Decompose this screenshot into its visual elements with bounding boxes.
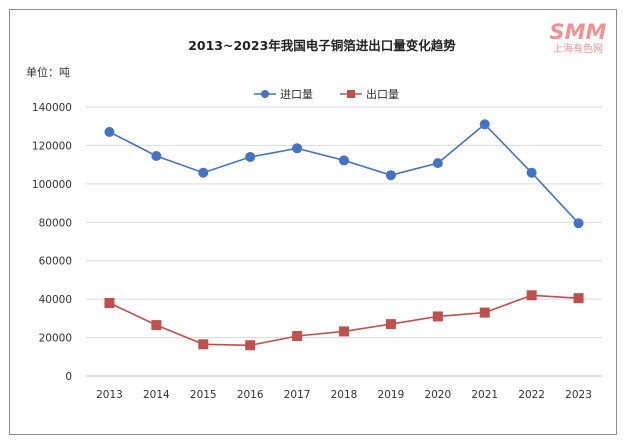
data-point — [245, 340, 256, 351]
data-point — [479, 307, 490, 318]
x-tick-label: 2015 — [190, 389, 217, 401]
x-tick-label: 2023 — [565, 389, 592, 401]
data-point — [151, 150, 162, 161]
y-tick-label: 140000 — [32, 102, 72, 114]
data-point — [151, 320, 162, 331]
data-point — [526, 290, 537, 301]
data-point — [479, 119, 490, 130]
legend-marker — [347, 90, 355, 98]
y-tick-label: 20000 — [39, 333, 72, 345]
data-point — [292, 331, 303, 342]
x-tick-label: 2021 — [471, 389, 498, 401]
series-line — [109, 123, 580, 224]
data-point — [432, 158, 443, 169]
chart-frame: 2013~2023年我国电子铜箔进出口量变化趋势 单位：吨 进口量 出口量 0 20… — [9, 9, 617, 435]
data-point — [245, 151, 256, 162]
data-point — [339, 155, 349, 166]
x-tick-label: 2019 — [378, 389, 405, 401]
chart-title: 2013~2023年我国电子铜箔进出口量变化趋势 — [188, 38, 456, 53]
y-tick-label: 40000 — [39, 294, 72, 306]
data-point — [339, 326, 349, 337]
x-tick-label: 2017 — [284, 389, 311, 401]
y-axis-ticks: 0 20000 40000 60000 80000 100000 120000 140000 — [32, 102, 72, 383]
data-point — [198, 339, 209, 350]
y-tick-label: 0 — [65, 371, 72, 383]
y-axis-unit-label: 单位：吨 — [26, 65, 70, 79]
data-point — [104, 126, 115, 137]
watermark-text: 上海有色网 — [553, 42, 603, 55]
chart-svg: 2013~2023年我国电子铜箔进出口量变化趋势 单位：吨 进口量 出口量 0 20… — [26, 20, 607, 401]
x-tick-label: 2013 — [96, 389, 123, 401]
data-point — [385, 170, 396, 181]
x-tick-label: 2016 — [237, 389, 264, 401]
y-tick-label: 60000 — [39, 256, 72, 268]
data-point — [573, 293, 584, 304]
data-point — [104, 297, 115, 308]
y-tick-label: 100000 — [32, 179, 72, 191]
legend-marker — [261, 90, 269, 98]
data-point — [526, 167, 537, 178]
y-tick-label: 80000 — [39, 217, 72, 229]
legend-label: 进口量 — [280, 88, 313, 101]
data-point — [385, 319, 396, 330]
legend-label: 出口量 — [366, 87, 399, 101]
gridlines — [86, 106, 602, 377]
x-tick-label: 2020 — [424, 389, 451, 401]
x-tick-label: 2014 — [143, 389, 170, 401]
x-tick-label: 2022 — [518, 389, 545, 401]
data-point — [432, 311, 443, 322]
x-tick-label: 2018 — [331, 389, 358, 401]
data-point — [292, 143, 303, 154]
series-2 — [104, 290, 584, 351]
series-layer — [104, 119, 584, 351]
watermark-logo: SMM — [550, 20, 607, 44]
data-point — [198, 167, 209, 178]
data-point — [573, 218, 584, 229]
series-1 — [104, 119, 584, 229]
legend: 进口量 出口量 — [254, 87, 399, 101]
y-tick-label: 120000 — [32, 140, 72, 152]
x-axis-ticks: 2013 2014 2015 2016 2017 2018 2019 2020 2021 2022… — [96, 389, 592, 401]
smm-watermark-logo: SMM 上海有色网 — [550, 20, 607, 55]
